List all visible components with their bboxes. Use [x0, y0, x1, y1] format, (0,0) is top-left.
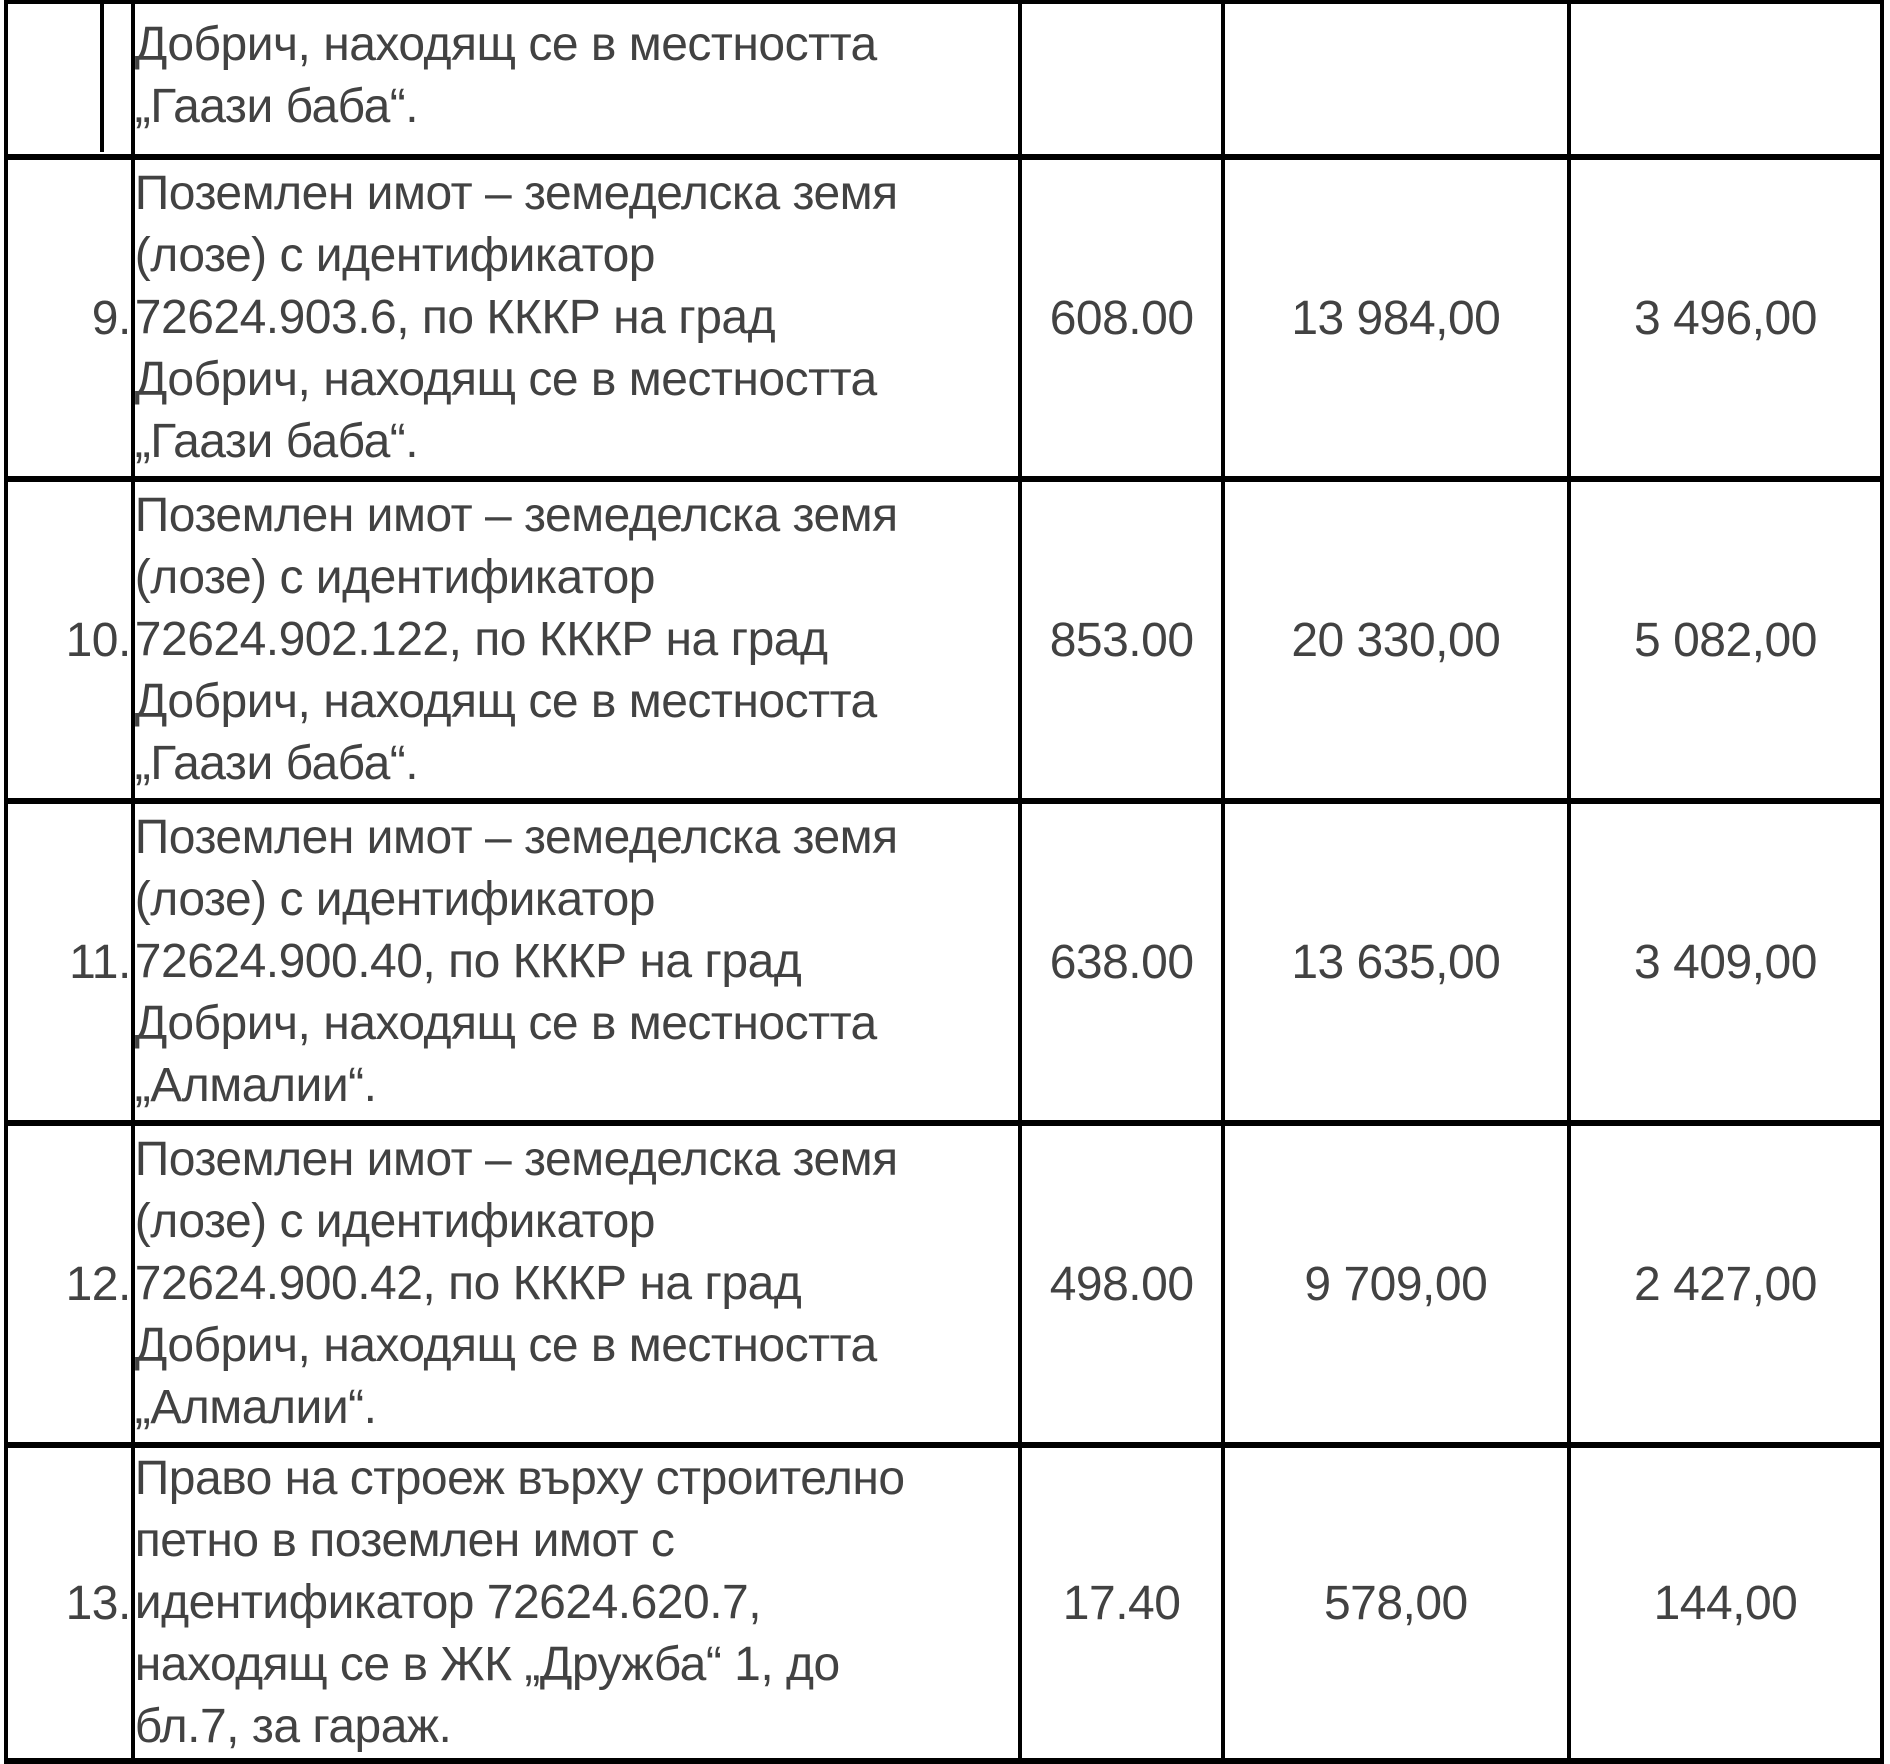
- col5-value-cell: 3 496,00: [1566, 154, 1885, 482]
- col4-value-cell: 578,00: [1220, 1442, 1571, 1764]
- col4-value-cell: 13 984,00: [1220, 154, 1571, 482]
- description-cell: Поземлен имот – земеделска земя (лозе) с…: [130, 154, 1023, 482]
- row-number-cell: 12.: [4, 1120, 135, 1448]
- col4-value-cell: [1220, 0, 1571, 160]
- row-number-cell: 10.: [4, 476, 135, 804]
- row-number-cell: 11.: [4, 798, 135, 1126]
- description-cell: Право на строеж върху строително петно в…: [130, 1442, 1023, 1764]
- col5-value-cell: [1566, 0, 1885, 160]
- table-row: 13. Право на строеж върху строително пет…: [4, 1442, 1885, 1764]
- row-number-cell: 13.: [4, 1442, 135, 1764]
- col3-value-cell: 17.40: [1018, 1442, 1225, 1764]
- col4-value-cell: 9 709,00: [1220, 1120, 1571, 1448]
- table-row: 10. Поземлен имот – земеделска земя (лоз…: [4, 476, 1885, 804]
- description-cell: Добрич, находящ се в местността „Гаази б…: [130, 0, 1023, 160]
- property-table: Добрич, находящ се в местността „Гаази б…: [4, 0, 1885, 1764]
- table-row: 9. Поземлен имот – земеделска земя (лозе…: [4, 154, 1885, 482]
- description-cell: Поземлен имот – земеделска земя (лозе) с…: [130, 1120, 1023, 1448]
- table-row-continuation: Добрич, находящ се в местността „Гаази б…: [4, 0, 1885, 160]
- col5-value-cell: 3 409,00: [1566, 798, 1885, 1126]
- col3-value-cell: 498.00: [1018, 1120, 1225, 1448]
- row-number-cell: [4, 0, 135, 160]
- col5-value-cell: 144,00: [1566, 1442, 1885, 1764]
- description-cell: Поземлен имот – земеделска земя (лозе) с…: [130, 798, 1023, 1126]
- table-row: 12. Поземлен имот – земеделска земя (лоз…: [4, 1120, 1885, 1448]
- col3-value-cell: 638.00: [1018, 798, 1225, 1126]
- col4-value-cell: 20 330,00: [1220, 476, 1571, 804]
- col3-value-cell: [1018, 0, 1225, 160]
- page-break-border-segment: [100, 0, 104, 152]
- description-cell: Поземлен имот – земеделска земя (лозе) с…: [130, 476, 1023, 804]
- row-number-cell: 9.: [4, 154, 135, 482]
- col4-value-cell: 13 635,00: [1220, 798, 1571, 1126]
- col3-value-cell: 608.00: [1018, 154, 1225, 482]
- col5-value-cell: 5 082,00: [1566, 476, 1885, 804]
- col5-value-cell: 2 427,00: [1566, 1120, 1885, 1448]
- table-row: 11. Поземлен имот – земеделска земя (лоз…: [4, 798, 1885, 1126]
- col3-value-cell: 853.00: [1018, 476, 1225, 804]
